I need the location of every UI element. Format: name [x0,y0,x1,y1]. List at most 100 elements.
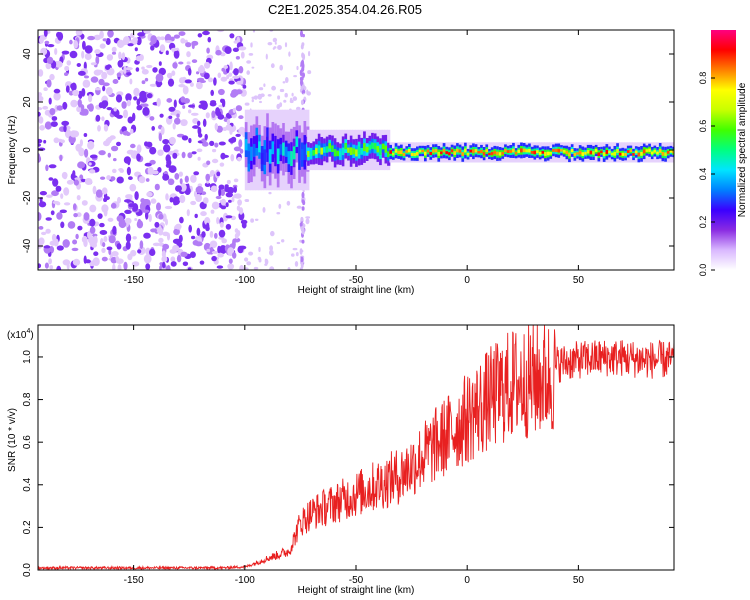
heatmap-cell [224,46,232,54]
heatmap-cell [221,238,227,244]
heatmap-cell [138,176,146,184]
heatmap-cell [333,149,337,157]
heatmap-cell [63,125,67,133]
heatmap-cell [146,141,153,148]
heatmap-cell [207,77,214,83]
heatmap-cell [268,149,272,164]
heatmap-cell [448,152,452,156]
heatmap-cell [123,156,131,164]
heatmap-cell [244,102,250,106]
heatmap-cell [661,152,665,156]
heatmap-cell [130,249,137,257]
heatmap-cell [149,146,157,155]
heatmap-cell [182,261,189,267]
heatmap-cell [131,261,140,267]
heatmap-cell [658,148,663,153]
heatmap-cell [46,56,54,64]
heatmap-cell [134,218,138,221]
heatmap-cell [48,177,54,181]
heatmap-cell [124,199,132,203]
heatmap-cell [168,165,177,173]
heatmap-cell [209,140,215,146]
heatmap-cell [373,143,377,150]
heatmap-cell [305,218,310,225]
heatmap-cell [400,150,404,155]
x-tick-label: 0 [464,575,470,586]
heatmap-cell [302,200,306,206]
heatmap-cell [300,256,304,263]
heatmap-cell [87,35,95,41]
heatmap-cell [538,151,542,155]
heatmap-cell [178,31,186,36]
heatmap-cell [99,43,106,49]
heatmap-cell [83,255,87,264]
heatmap-cell [111,51,117,55]
heatmap-cell [477,150,481,154]
heatmap-cell [282,81,286,84]
heatmap-cell [63,187,70,196]
heatmap-cell [514,151,518,155]
heatmap-cell [112,263,116,270]
heatmap-cell [196,81,203,90]
heatmap-cell [39,125,45,131]
heatmap-cell [126,149,135,155]
spectrogram-axes: -150 -100 -50 0 50 -40 -20 0 20 40 [22,30,674,286]
heatmap-cell [46,79,52,88]
heatmap-cell [65,85,70,93]
heatmap-cell [182,105,186,109]
heatmap-cell [300,226,304,232]
heatmap-cell [554,148,558,153]
heatmap-cell [263,149,267,165]
heatmap-cell [218,88,225,96]
heatmap-cell [605,150,609,154]
heatmap-cell [195,194,203,202]
heatmap-cell [192,118,199,124]
heatmap-cell [82,79,91,88]
heatmap-cell [221,154,229,158]
heatmap-cell [53,238,59,247]
heatmap-cell [193,171,200,176]
heatmap-cell [206,47,210,54]
heatmap-cell [549,152,553,155]
heatmap-cell [75,143,82,152]
heatmap-cell [608,150,612,154]
heatmap-cell [107,30,114,38]
heatmap-cell [211,110,216,119]
heatmap-cell [259,87,264,91]
heatmap-cell [89,204,97,213]
heatmap-cell [87,140,95,150]
heatmap-cell [106,246,113,251]
heatmap-cell [271,141,275,155]
heatmap-cell [226,179,231,185]
heatmap-cell [188,137,192,144]
heatmap-cell [111,145,119,152]
heatmap-cell [214,142,219,148]
heatmap-cell [461,152,465,157]
heatmap-cell [248,53,254,56]
heatmap-cell [38,92,42,97]
heatmap-cell [50,121,58,127]
heatmap-cell [168,106,176,112]
heatmap-cell [39,36,44,44]
heatmap-cell [45,164,49,172]
heatmap-cell [108,235,116,244]
heatmap-cell [125,217,132,225]
heatmap-cell [336,150,340,157]
heatmap-cell [149,159,156,165]
heatmap-cell [292,247,298,251]
x-tick-label: 0 [464,275,470,286]
heatmap-cell [38,263,42,269]
heatmap-cell [45,217,52,221]
y-tick-label: 1.0 [22,350,33,364]
heatmap-cell [219,230,225,238]
heatmap-cell [236,205,241,211]
heatmap-cell [217,245,221,254]
heatmap-cell [71,247,79,252]
heatmap-cell [273,46,277,49]
heatmap-cell [272,37,278,43]
heatmap-cell [166,72,173,79]
heatmap-cell [75,233,79,240]
heatmap-cell [210,89,214,96]
heatmap-cell [669,150,673,153]
